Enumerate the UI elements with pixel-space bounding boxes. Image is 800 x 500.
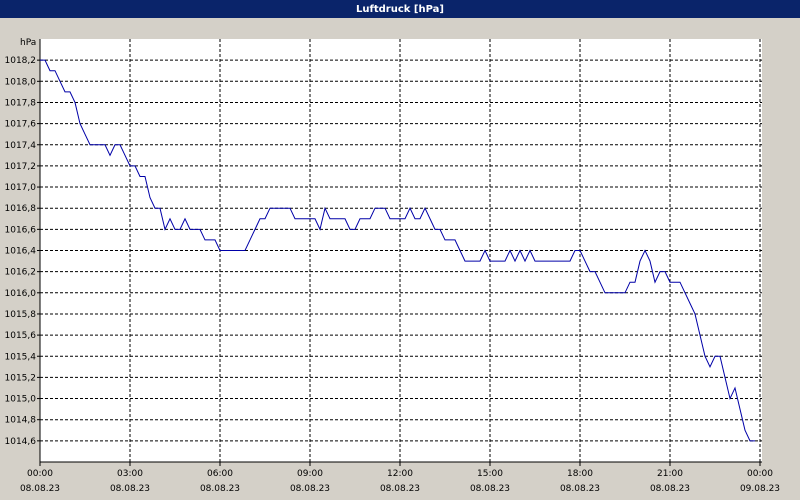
y-tick-label: 1015,2 — [5, 373, 37, 383]
x-tick-date: 08.08.23 — [380, 484, 420, 494]
x-tick-date: 08.08.23 — [200, 484, 240, 494]
x-tick-label: 09:00 — [297, 469, 323, 479]
x-tick-label: 06:00 — [207, 469, 233, 479]
y-tick-label: 1018,2 — [5, 56, 37, 66]
y-tick-label: 1016,4 — [5, 247, 37, 257]
y-tick-label: 1016,6 — [5, 225, 37, 235]
y-axis-label: hPa — [20, 38, 36, 48]
y-tick-label: 1017,4 — [5, 141, 37, 151]
y-tick-label: 1017,8 — [5, 98, 37, 108]
y-tick-label: 1015,4 — [5, 352, 37, 362]
x-tick-date: 08.08.23 — [650, 484, 690, 494]
x-tick-label: 00:00 — [27, 469, 53, 479]
x-tick-date: 08.08.23 — [290, 484, 330, 494]
y-tick-label: 1017,6 — [5, 120, 37, 130]
y-tick-label: 1014,6 — [5, 437, 37, 447]
y-tick-label: 1016,2 — [5, 268, 37, 278]
x-tick-label: 00:00 — [747, 469, 773, 479]
y-tick-label: 1017,2 — [5, 162, 37, 172]
x-tick-label: 21:00 — [657, 469, 683, 479]
x-tick-date: 08.08.23 — [20, 484, 60, 494]
title-bar — [0, 0, 800, 18]
x-tick-date: 08.08.23 — [110, 484, 150, 494]
x-tick-label: 03:00 — [117, 469, 143, 479]
x-tick-label: 18:00 — [567, 469, 593, 479]
y-tick-label: 1017,0 — [5, 183, 37, 193]
x-tick-date: 08.08.23 — [470, 484, 510, 494]
y-tick-label: 1014,8 — [5, 416, 37, 426]
x-tick-date: 09.08.23 — [740, 484, 780, 494]
data-line — [40, 59, 755, 442]
x-tick-date: 08.08.23 — [560, 484, 600, 494]
x-tick-label: 15:00 — [477, 469, 503, 479]
y-tick-label: 1016,0 — [5, 289, 37, 299]
y-tick-label: 1015,8 — [5, 310, 37, 320]
x-tick-label: 12:00 — [387, 469, 413, 479]
y-tick-label: 1016,8 — [5, 204, 37, 214]
y-tick-label: 1018,0 — [5, 77, 37, 87]
chart-title: Luftdruck [hPa] — [356, 4, 444, 15]
y-tick-label: 1015,6 — [5, 331, 37, 341]
y-tick-label: 1015,0 — [5, 395, 37, 405]
